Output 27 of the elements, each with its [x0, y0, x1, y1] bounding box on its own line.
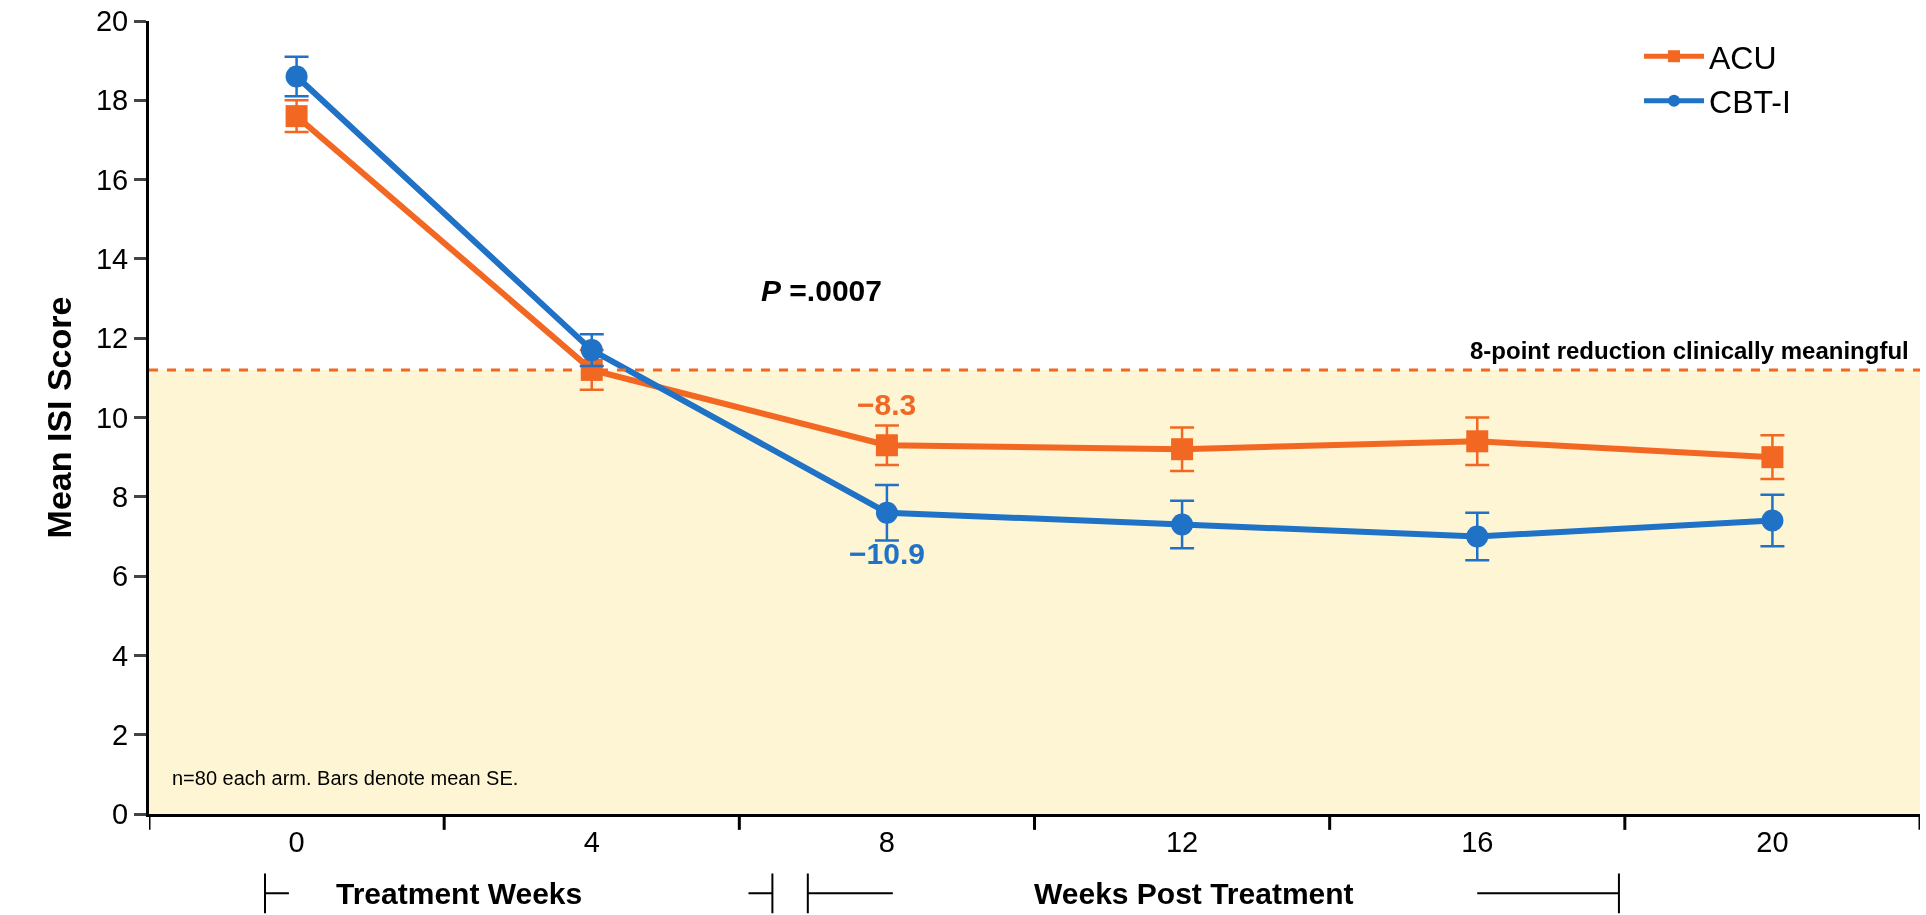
y-tick-label: 14 [95, 243, 129, 276]
x-tick-label: 0 [288, 825, 305, 858]
legend-label: CBT-I [1709, 84, 1791, 121]
annotation: −8.3 [857, 388, 917, 421]
y-tick-label: 12 [95, 322, 129, 355]
y-tick-label: 18 [95, 84, 129, 117]
x-tick-label: 8 [878, 825, 895, 858]
y-tick-label: 10 [95, 401, 129, 434]
y-tick-label: 20 [95, 5, 129, 38]
y-tick-label: 8 [112, 480, 129, 513]
y-tick-label: 4 [112, 639, 129, 672]
x-tick-label: 16 [1461, 825, 1494, 858]
annotation: P =.0007 [761, 274, 882, 307]
x-tick-label: 20 [1756, 825, 1789, 858]
y-tick-label: 6 [112, 560, 129, 593]
ref-line-label: 8-point reduction clinically meaningful [1470, 337, 1909, 364]
y-tick-label: 0 [112, 798, 129, 831]
legend-label: ACU [1709, 39, 1777, 76]
y-axis-title: Mean ISI Score [39, 296, 78, 539]
annotation: n=80 each arm. Bars denote mean SE. [172, 767, 519, 789]
text: Weeks Post Treatment [1034, 877, 1354, 910]
text: Treatment Weeks [336, 877, 583, 910]
y-tick-label: 16 [95, 163, 129, 196]
annotation: −10.9 [849, 537, 925, 570]
x-tick-label: 12 [1165, 825, 1199, 858]
y-tick-label: 2 [112, 718, 129, 751]
x-tick-label: 4 [583, 825, 600, 858]
